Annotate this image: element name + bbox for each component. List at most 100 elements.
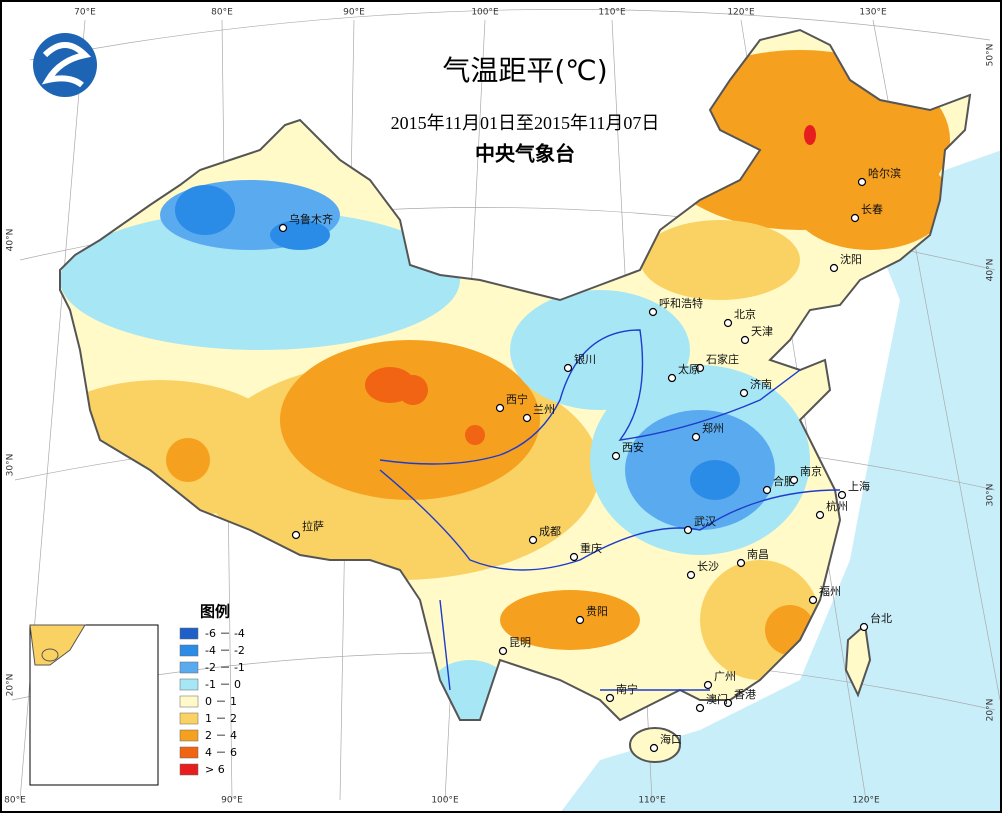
legend-title: 图例	[200, 603, 230, 621]
graticule-label: 80°E	[211, 8, 233, 18]
city-label: 长沙	[697, 560, 719, 573]
legend-swatch	[179, 695, 199, 708]
city-marker	[691, 432, 701, 442]
city-marker	[740, 335, 750, 345]
legend-label: 1 － 2	[205, 712, 237, 725]
city-marker	[522, 413, 532, 423]
city-marker	[815, 510, 825, 520]
legend-label: > 6	[205, 763, 225, 776]
city-label: 贵阳	[586, 605, 608, 618]
city-label: 北京	[734, 307, 756, 321]
city-label: 南京	[800, 464, 822, 478]
city-label: 乌鲁木齐	[289, 212, 333, 226]
city-label: 武汉	[694, 515, 716, 528]
city-marker	[850, 213, 860, 223]
city-label: 福州	[819, 584, 841, 598]
city-label: 南宁	[616, 682, 638, 696]
city-label: 天津	[751, 325, 773, 338]
city-marker	[648, 307, 658, 317]
legend: -6 － -4 -4 － -2 -2 － -1 -1 － 0 0 － 1 1 － 2 2 －…	[179, 627, 245, 776]
city-marker	[703, 680, 713, 690]
city-label: 海口	[660, 732, 682, 746]
city-label: 南昌	[747, 548, 769, 561]
graticule-label: 90°E	[221, 796, 243, 806]
city-label: 昆明	[509, 636, 531, 649]
city-label: 成都	[539, 525, 561, 538]
city-marker	[686, 570, 696, 580]
city-label: 郑州	[702, 421, 724, 435]
city-marker	[575, 615, 585, 625]
city-label: 济南	[750, 377, 772, 391]
city-marker	[498, 646, 508, 656]
city-marker	[695, 363, 705, 373]
city-marker	[667, 373, 677, 383]
graticule-label: 100°E	[431, 796, 459, 806]
legend-swatch	[179, 712, 199, 725]
city-label: 合肥	[773, 474, 795, 488]
city-marker	[859, 622, 869, 632]
graticule-label: 110°E	[638, 796, 666, 806]
legend-swatch	[179, 746, 199, 759]
city-marker	[563, 363, 573, 373]
city-label: 澳门	[706, 692, 728, 706]
city-marker	[569, 552, 579, 562]
rivers	[379, 329, 841, 691]
city-label: 西宁	[506, 392, 528, 406]
city-label: 兰州	[533, 403, 555, 416]
legend-swatch	[179, 729, 199, 742]
city-marker	[695, 703, 705, 713]
city-marker	[683, 525, 693, 535]
graticule-label: 30°N	[986, 484, 996, 507]
city-marker	[829, 263, 839, 273]
legend-label: 4 － 6	[205, 746, 237, 759]
city-label: 石家庄	[706, 352, 739, 366]
graticule-label: 100°E	[471, 8, 499, 18]
city-marker	[278, 223, 288, 233]
city-label: 重庆	[580, 541, 602, 555]
city-marker	[605, 693, 615, 703]
graticule-label: 50°N	[986, 44, 996, 67]
city-label: 拉萨	[302, 519, 324, 533]
city-label: 台北	[870, 611, 892, 625]
subtitle: 2015年11月01日至2015年11月07日	[391, 113, 660, 133]
graticule-label: 40°N	[6, 229, 16, 252]
city-marker	[857, 177, 867, 187]
legend-label: -2 － -1	[205, 661, 245, 674]
legend-swatch	[179, 763, 199, 776]
city-marker	[291, 530, 301, 540]
city-marker	[611, 451, 621, 461]
city-marker	[723, 318, 733, 328]
city-marker	[739, 388, 749, 398]
graticule-label: 110°E	[598, 8, 626, 18]
agency: 中央气象台	[475, 142, 575, 166]
legend-swatch	[179, 661, 199, 674]
sea	[560, 150, 1002, 813]
city-marker	[649, 743, 659, 753]
city-label: 广州	[714, 670, 736, 683]
city-marker	[528, 535, 538, 545]
city-label: 银川	[574, 352, 596, 366]
legend-label: -4 － -2	[205, 644, 245, 657]
legend-label: -6 － -4	[205, 627, 245, 640]
city-marker	[837, 490, 847, 500]
logo	[33, 33, 97, 97]
graticule-label: 70°E	[74, 8, 96, 18]
city-label: 哈尔滨	[868, 166, 901, 180]
city-label: 太原	[678, 363, 700, 376]
graticule-label: 40°N	[986, 259, 996, 282]
city-marker	[495, 403, 505, 413]
city-label: 杭州	[826, 499, 848, 513]
city-label: 香港	[734, 688, 756, 701]
graticule-label: 130°E	[859, 8, 887, 18]
legend-swatch	[179, 678, 199, 691]
city-label: 呼和浩特	[659, 296, 703, 310]
city-label: 上海	[848, 479, 870, 493]
graticule-labels: 70°E 80°E 90°E 100°E 110°E 120°E 130°E 80°E 90°E…	[4, 8, 995, 806]
title: 气温距平(℃)	[442, 54, 607, 87]
city-label: 西安	[622, 440, 644, 454]
legend-label: 0 － 1	[205, 695, 237, 708]
legend-label: 2 － 4	[205, 729, 237, 742]
